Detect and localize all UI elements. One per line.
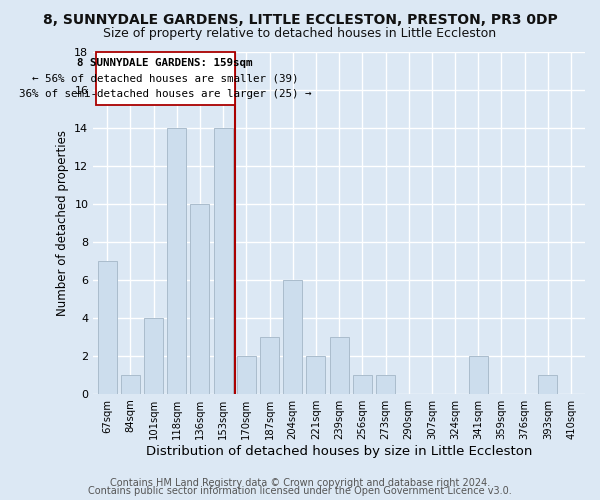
Text: 8, SUNNYDALE GARDENS, LITTLE ECCLESTON, PRESTON, PR3 0DP: 8, SUNNYDALE GARDENS, LITTLE ECCLESTON, … (43, 12, 557, 26)
Text: Size of property relative to detached houses in Little Eccleston: Size of property relative to detached ho… (103, 28, 497, 40)
Text: 36% of semi-detached houses are larger (25) →: 36% of semi-detached houses are larger (… (19, 88, 311, 99)
Bar (121, 374, 140, 394)
Text: Contains HM Land Registry data © Crown copyright and database right 2024.: Contains HM Land Registry data © Crown c… (110, 478, 490, 488)
Bar (98, 260, 116, 394)
Bar (214, 128, 233, 394)
Bar (237, 356, 256, 394)
Bar (283, 280, 302, 394)
Bar (376, 374, 395, 394)
Bar (469, 356, 488, 394)
X-axis label: Distribution of detached houses by size in Little Eccleston: Distribution of detached houses by size … (146, 444, 532, 458)
Bar (190, 204, 209, 394)
Bar (353, 374, 372, 394)
Text: 8 SUNNYDALE GARDENS: 159sqm: 8 SUNNYDALE GARDENS: 159sqm (77, 58, 253, 68)
Bar (329, 336, 349, 394)
Bar (260, 336, 279, 394)
Text: ← 56% of detached houses are smaller (39): ← 56% of detached houses are smaller (39… (32, 74, 298, 84)
FancyBboxPatch shape (95, 52, 235, 104)
Bar (144, 318, 163, 394)
Bar (307, 356, 325, 394)
Y-axis label: Number of detached properties: Number of detached properties (56, 130, 69, 316)
Bar (167, 128, 186, 394)
Bar (538, 374, 557, 394)
Text: Contains public sector information licensed under the Open Government Licence v3: Contains public sector information licen… (88, 486, 512, 496)
